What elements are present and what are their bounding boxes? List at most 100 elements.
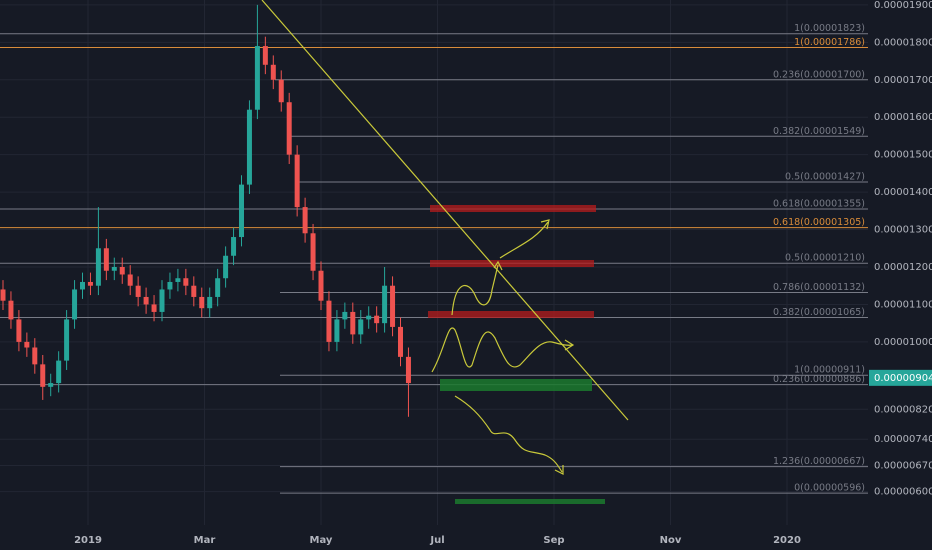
arrow-head xyxy=(493,260,503,271)
fib-label: 0.5(0.00001210) xyxy=(785,253,865,264)
arrow-path xyxy=(451,264,499,316)
fib-label: 1(0.00000911) xyxy=(794,365,865,376)
candle-body xyxy=(366,315,372,320)
fib-levels: 1(0.00001823) 1(0.00001786) 0.236(0.000017… xyxy=(0,23,868,494)
candle-body xyxy=(0,289,6,301)
candle-body xyxy=(32,347,38,365)
candle-body xyxy=(56,360,62,384)
y-tick-label: 0.00000740 xyxy=(874,434,932,445)
fib-label: 0.382(0.00001549) xyxy=(773,126,865,137)
candle-body xyxy=(270,64,276,80)
time-axis: 2019 Mar May Jul Sep Nov 2020 xyxy=(74,535,801,546)
candle-body xyxy=(103,248,109,271)
candle-body xyxy=(95,248,101,286)
candle-body xyxy=(390,285,396,327)
x-tick-label: Mar xyxy=(194,535,216,546)
fib-label: 0.382(0.00001065) xyxy=(773,307,865,318)
candle-body xyxy=(334,319,340,342)
support-zone xyxy=(440,379,592,391)
candle-body xyxy=(310,233,316,271)
candle-body xyxy=(80,281,85,290)
candle-body xyxy=(167,281,173,290)
x-tick-label: Nov xyxy=(660,535,682,546)
arrow-head xyxy=(554,465,564,475)
projection-arrows xyxy=(431,219,575,475)
arrow-head xyxy=(564,339,575,351)
fib-label: 1(0.00001786) xyxy=(794,37,865,48)
candle-body xyxy=(278,79,284,103)
x-tick-label: 2020 xyxy=(773,535,801,546)
last-price-tag xyxy=(869,369,932,386)
candle-body xyxy=(358,319,364,335)
y-tick-label: 0.00001300 xyxy=(874,225,932,236)
candle-body xyxy=(8,300,14,320)
candle-body xyxy=(72,289,78,320)
y-tick-label: 0.00000670 xyxy=(874,460,932,471)
y-tick-label: 0.00001000 xyxy=(874,337,932,348)
candle-body xyxy=(382,285,388,324)
y-tick-label: 0.00001200 xyxy=(874,262,932,273)
candle-body xyxy=(175,278,181,282)
y-tick-label: 0.00001600 xyxy=(874,112,932,123)
candle-body xyxy=(64,319,70,361)
last-price-label: 0.00000904 xyxy=(874,373,932,384)
trendline xyxy=(261,0,629,421)
candle-body xyxy=(135,285,141,297)
candle-body xyxy=(24,341,30,348)
candle-body xyxy=(294,154,300,208)
fib-label: 0.5(0.00001427) xyxy=(785,171,865,182)
y-tick-label: 0.00001400 xyxy=(874,187,932,198)
candle-body xyxy=(302,207,308,234)
y-tick-label: 0.00000820 xyxy=(874,404,932,415)
fib-label: 0(0.00000596) xyxy=(794,483,865,494)
fib-label: 1.236(0.00000667) xyxy=(773,456,865,467)
candle-body xyxy=(151,304,157,312)
price-axis: 0.00001900 0.00001800 0.00001700 0.00001600… xyxy=(869,0,932,498)
candle-body xyxy=(127,274,133,286)
candle-body xyxy=(318,270,324,301)
y-tick-label: 0.00001500 xyxy=(874,150,932,161)
candle-body xyxy=(246,109,252,185)
x-tick-label: Jul xyxy=(429,535,444,546)
candle-body xyxy=(286,102,292,155)
fib-label: 1(0.00001823) xyxy=(794,23,865,34)
y-tick-label: 0.00000600 xyxy=(874,487,932,498)
fib-label: 0.618(0.00001355) xyxy=(773,198,865,209)
fib-label: 0.618(0.00001305) xyxy=(773,217,865,228)
x-tick-label: Sep xyxy=(543,535,564,546)
candles xyxy=(0,4,411,417)
candle-body xyxy=(254,46,260,110)
candle-body xyxy=(239,184,244,238)
candle-body xyxy=(87,281,93,286)
candle-body xyxy=(40,364,46,387)
fib-label: 0.236(0.00000886) xyxy=(773,374,865,385)
y-tick-label: 0.00001900 xyxy=(874,0,932,11)
resistance-zone xyxy=(430,260,594,267)
candle-body xyxy=(350,311,356,335)
candle-body xyxy=(119,266,125,275)
resistance-zone xyxy=(430,205,596,212)
candle-body xyxy=(16,319,22,342)
y-tick-label: 0.00001800 xyxy=(874,37,932,48)
support-zone xyxy=(455,499,605,504)
y-tick-label: 0.00001100 xyxy=(874,299,932,310)
candle-body xyxy=(342,311,348,320)
y-tick-label: 0.00001700 xyxy=(874,75,932,86)
candle-body xyxy=(231,237,237,256)
candle-body xyxy=(159,289,165,312)
candle-body xyxy=(374,315,380,324)
candle-body xyxy=(48,383,54,387)
candle-body xyxy=(223,255,229,279)
candle-body xyxy=(183,278,189,286)
x-tick-label: May xyxy=(310,535,333,546)
candle-body xyxy=(143,296,149,305)
candle-body xyxy=(326,300,332,342)
candle-body xyxy=(215,278,221,297)
arrow-path xyxy=(431,327,573,373)
candle-body xyxy=(207,296,213,309)
resistance-zone xyxy=(428,311,594,318)
fib-label: 0.786(0.00001132) xyxy=(773,282,865,293)
